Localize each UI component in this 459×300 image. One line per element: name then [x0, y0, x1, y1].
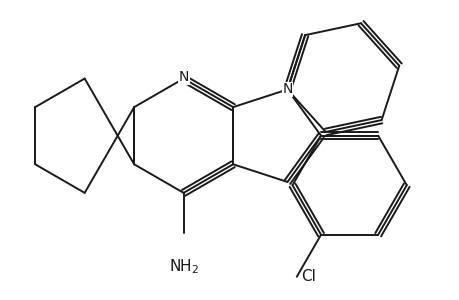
- Text: N: N: [178, 70, 188, 84]
- Text: N: N: [282, 82, 292, 97]
- Text: NH$_2$: NH$_2$: [168, 257, 198, 276]
- Text: Cl: Cl: [301, 269, 315, 284]
